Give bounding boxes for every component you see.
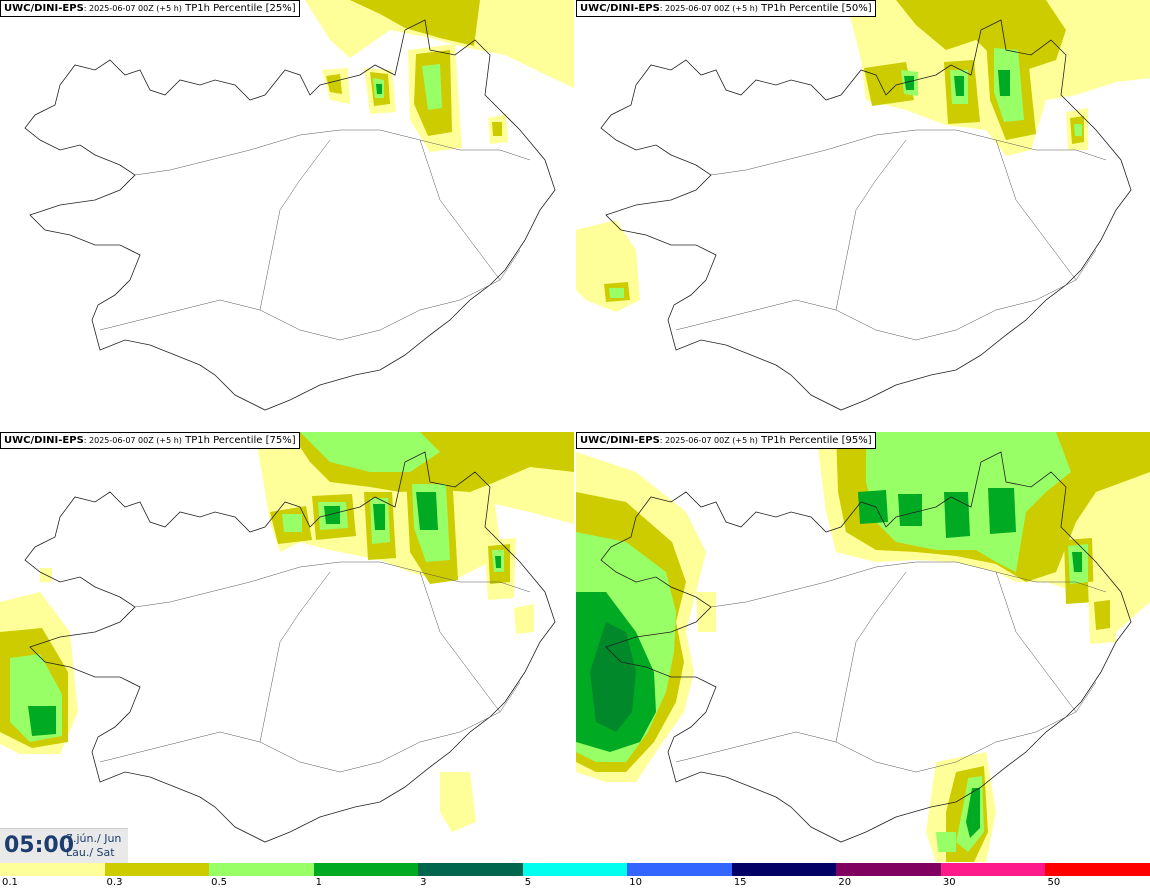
colorbar-tick-label: 0.1 — [2, 877, 18, 888]
panel-title: UWC/DINI-EPS: 2025-06-07 00Z (+5 h) TP1h… — [0, 0, 300, 17]
colorbar-segment — [0, 863, 106, 876]
panel-title: UWC/DINI-EPS: 2025-06-07 00Z (+5 h) TP1h… — [576, 432, 876, 449]
colorbar-segment — [522, 863, 628, 876]
date-line-1: 7.jún./ Jun — [66, 832, 122, 845]
coastline — [24, 451, 556, 843]
colorbar-tick-label: 50 — [1047, 877, 1061, 888]
colorbar-segment — [940, 863, 1046, 876]
colorbar-ticks: 0.1 0.3 0.5 1 3 5 10 15 20 30 50 — [0, 877, 1150, 891]
colorbar-segment — [209, 863, 315, 876]
colorbar-tick-label: 10 — [629, 877, 642, 888]
colorbar-tick-label: 30 — [942, 877, 956, 888]
roads — [675, 561, 1107, 773]
valid-time: 05:00 — [4, 833, 75, 858]
colorbar-tick-label: 0.3 — [106, 877, 123, 888]
precip-map — [576, 432, 1150, 862]
valid-time-box: 05:00 7.jún./ Jun Lau./ Sat — [0, 828, 128, 863]
precip-field — [0, 432, 574, 832]
colorbar-segment — [836, 863, 942, 876]
coastline — [24, 19, 556, 411]
panel-title: UWC/DINI-EPS: 2025-06-07 00Z (+5 h) TP1h… — [576, 0, 876, 17]
valid-date: 7.jún./ Jun Lau./ Sat — [66, 832, 121, 860]
colorbar — [0, 863, 1150, 876]
colorbar-tick-label: 0.5 — [211, 877, 227, 888]
precip-field — [576, 432, 1150, 862]
map-panel-p75: UWC/DINI-EPS: 2025-06-07 00Z (+5 h) TP1h… — [0, 432, 574, 862]
colorbar-segment — [627, 863, 733, 876]
roads — [99, 561, 531, 773]
colorbar-tick-label: 3 — [420, 877, 427, 888]
colorbar-tick-label: 5 — [524, 877, 532, 888]
map-panel-p25: UWC/DINI-EPS: 2025-06-07 00Z (+5 h) TP1h… — [0, 0, 574, 430]
coastline — [600, 19, 1132, 411]
colorbar-tick-label: 20 — [838, 877, 852, 888]
colorbar-segment — [731, 863, 837, 876]
precip-map — [0, 432, 574, 843]
coastline — [600, 451, 1132, 843]
roads — [675, 129, 1107, 341]
colorbar-tick-label: 15 — [733, 877, 747, 888]
colorbar-segment — [313, 863, 419, 876]
map-panel-p50: UWC/DINI-EPS: 2025-06-07 00Z (+5 h) TP1h… — [576, 0, 1150, 430]
date-line-2: Lau./ Sat — [66, 846, 115, 859]
precip-field — [576, 0, 1150, 312]
colorbar-tick-label: 1 — [315, 877, 322, 888]
colorbar-segment — [1045, 863, 1150, 876]
panel-title: UWC/DINI-EPS: 2025-06-07 00Z (+5 h) TP1h… — [0, 432, 300, 449]
roads — [99, 129, 531, 341]
precip-map — [24, 0, 574, 411]
colorbar-segment — [104, 863, 210, 876]
colorbar-segment — [418, 863, 524, 876]
precip-field — [305, 0, 574, 152]
map-panel-p95: UWC/DINI-EPS: 2025-06-07 00Z (+5 h) TP1h… — [576, 432, 1150, 862]
precip-map — [576, 0, 1150, 411]
